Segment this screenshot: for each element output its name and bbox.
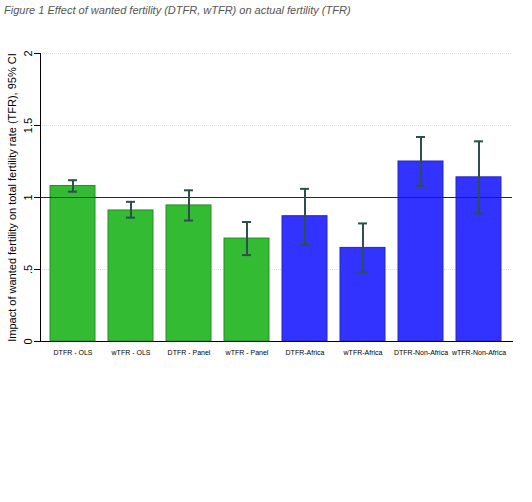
svg-text:DTFR-Non-Africa: DTFR-Non-Africa: [394, 349, 448, 356]
svg-text:2: 2: [22, 50, 34, 56]
svg-text:DTFR-Africa: DTFR-Africa: [286, 349, 325, 356]
svg-text:.5: .5: [22, 265, 34, 274]
svg-text:1: 1: [22, 194, 34, 200]
svg-text:Impact of wanted fertility on: Impact of wanted fertility on total fert…: [6, 53, 18, 342]
html-text:Figure 1 Effect of wanted fert: Figure 1 Effect of wanted fertility (DTF…: [4, 4, 351, 16]
svg-text:1.5: 1.5: [22, 118, 34, 133]
svg-text:DTFR - OLS: DTFR - OLS: [54, 349, 93, 356]
svg-text:DTFR - Panel: DTFR - Panel: [168, 349, 211, 356]
svg-text:0: 0: [22, 338, 34, 344]
svg-text:wTFR - Panel: wTFR - Panel: [225, 349, 269, 356]
svg-text:wTFR - OLS: wTFR - OLS: [111, 349, 151, 356]
svg-text:wTFR-Non-Africa: wTFR-Non-Africa: [451, 349, 506, 356]
svg-text:wTFR-Africa: wTFR-Africa: [343, 349, 383, 356]
